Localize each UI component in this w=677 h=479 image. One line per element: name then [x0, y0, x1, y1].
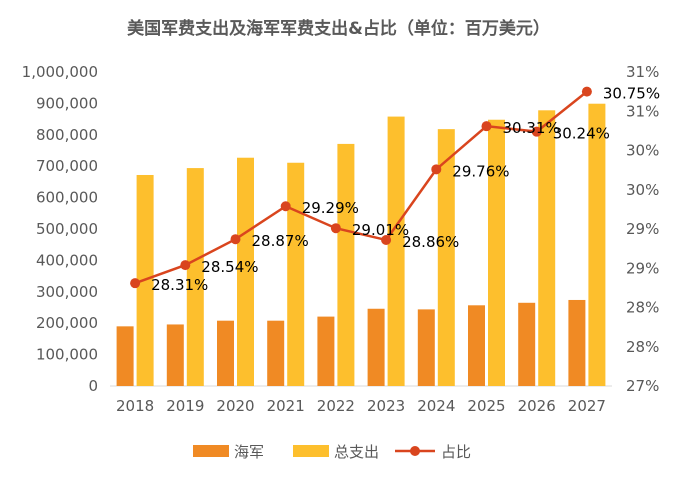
share-data-label: 30.31% [503, 119, 560, 137]
bar-total [387, 116, 405, 386]
y-right-tick-label: 30% [626, 181, 659, 199]
x-tick-label: 2020 [216, 397, 254, 415]
share-point [431, 164, 442, 175]
y-right-tick-label: 29% [626, 220, 659, 238]
y-right-tick-label: 30% [626, 142, 659, 160]
chart-title: 美国军费支出及海军军费支出&占比（单位：百万美元） [127, 19, 550, 39]
y-left-tick-label: 700,000 [36, 157, 98, 175]
y-right-tick-label: 28% [626, 338, 659, 356]
y-left-tick-label: 800,000 [36, 126, 98, 144]
y-left-tick-label: 600,000 [36, 189, 98, 207]
share-data-label: 28.54% [201, 258, 258, 276]
bar-navy [166, 324, 184, 386]
bar-total [588, 103, 606, 387]
legend-swatch-total [293, 445, 329, 457]
y-right-tick-label: 31% [626, 63, 659, 81]
share-data-label: 28.87% [252, 232, 309, 250]
bar-navy [518, 302, 536, 386]
bar-total [186, 168, 204, 386]
legend-label: 海军 [234, 443, 264, 461]
y-left-tick-label: 900,000 [36, 94, 98, 112]
share-point [381, 234, 392, 245]
bar-navy [367, 308, 385, 386]
y-right-tick-label: 29% [626, 259, 659, 277]
legend-swatch-share-point [410, 446, 420, 456]
share-line [134, 90, 588, 285]
y-left-tick-label: 500,000 [36, 220, 98, 238]
x-tick-label: 2026 [518, 397, 556, 415]
share-data-label: 29.29% [302, 199, 359, 217]
bar-navy [417, 309, 435, 386]
x-tick-label: 2021 [267, 397, 305, 415]
x-tick-label: 2024 [417, 397, 455, 415]
share-data-label: 28.31% [151, 276, 208, 294]
share-point [531, 126, 542, 137]
bar-navy [468, 305, 485, 386]
share-data-label: 29.01% [352, 221, 409, 239]
bar-navy [267, 320, 285, 386]
share-data-label: 29.76% [452, 162, 509, 180]
y-left-tick-label: 100,000 [36, 346, 98, 364]
legend-label: 总支出 [334, 443, 379, 461]
x-tick-label: 2027 [568, 397, 606, 415]
y-right-tick-label: 28% [626, 299, 659, 317]
bar-total [337, 143, 355, 386]
x-tick-label: 2023 [367, 397, 405, 415]
share-data-label: 30.24% [553, 125, 610, 143]
bar-navy [217, 320, 234, 386]
bar-navy [317, 316, 335, 386]
x-tick-label: 2019 [166, 397, 204, 415]
share-point [230, 234, 241, 245]
x-tick-label: 2025 [467, 397, 505, 415]
bar-total [237, 157, 254, 386]
bar-total [437, 129, 455, 386]
y-right-tick-label: 27% [626, 377, 659, 395]
share-point [581, 86, 592, 97]
share-point [130, 278, 141, 289]
bar-total [287, 162, 305, 386]
bar-navy [568, 299, 586, 386]
y-left-tick-label: 300,000 [36, 283, 98, 301]
x-tick-label: 2022 [317, 397, 355, 415]
share-data-label: 28.86% [402, 233, 459, 251]
y-left-tick-label: 400,000 [36, 251, 98, 269]
x-tick-label: 2018 [116, 397, 154, 415]
y-right-tick-label: 31% [626, 102, 659, 120]
y-left-tick-label: 1,000,000 [22, 63, 98, 81]
share-point [330, 223, 341, 234]
share-point [481, 121, 492, 132]
y-left-tick-label: 0 [88, 377, 98, 395]
bar-navy [116, 326, 134, 386]
share-point [280, 201, 291, 212]
y-left-tick-label: 200,000 [36, 314, 98, 332]
legend-label: 占比 [441, 443, 471, 461]
legend-swatch-navy [193, 445, 229, 457]
share-data-label: 30.75% [603, 85, 660, 103]
bar-total [538, 110, 556, 387]
bar-total [488, 119, 505, 386]
share-point [180, 260, 191, 271]
